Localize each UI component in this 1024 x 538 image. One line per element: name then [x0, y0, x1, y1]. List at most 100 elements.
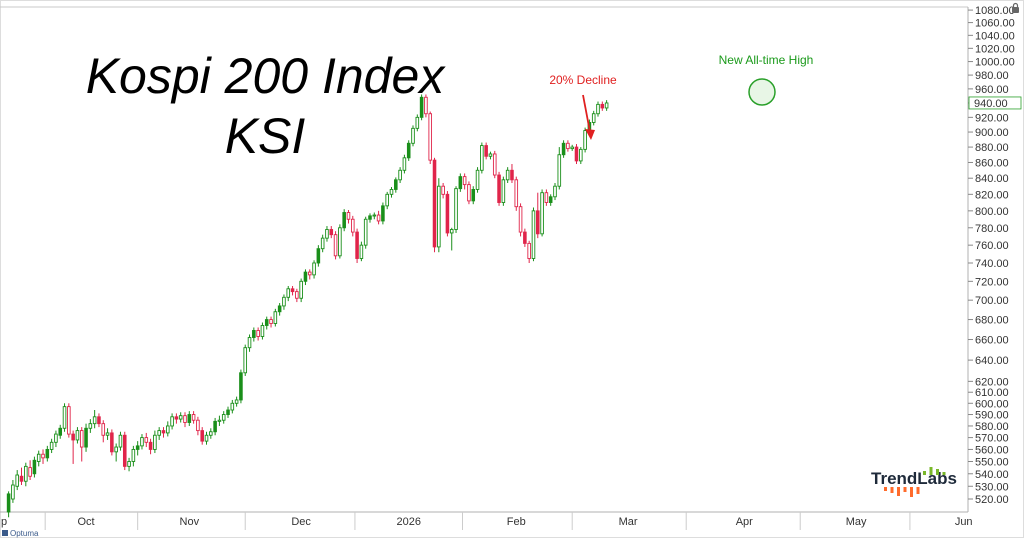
- candle: [256, 327, 260, 341]
- y-tick-label: 620.00: [975, 376, 1009, 388]
- candle-body: [256, 330, 260, 337]
- brand-bar: [903, 487, 907, 492]
- candle-body: [178, 415, 183, 420]
- candle: [153, 430, 157, 454]
- candle-body: [359, 244, 364, 259]
- y-tick-label: 880.00: [975, 142, 1009, 154]
- candle: [286, 285, 291, 302]
- candle-body: [264, 319, 269, 326]
- candle: [140, 434, 144, 450]
- candle-body: [518, 206, 523, 233]
- candle: [239, 369, 243, 404]
- candle-body: [604, 102, 609, 109]
- candle-body: [514, 179, 519, 208]
- candle-body: [79, 430, 84, 448]
- candle: [320, 234, 325, 253]
- candle-body: [316, 248, 321, 264]
- y-tick-label: 550.00: [975, 456, 1009, 468]
- y-tick-label: 1080.00: [975, 5, 1015, 17]
- y-tick-label: 820.00: [975, 189, 1009, 201]
- candle: [458, 173, 463, 192]
- y-tick-label: 1000.00: [975, 57, 1015, 69]
- candle: [166, 421, 170, 437]
- candle-body: [428, 113, 433, 161]
- y-tick-label: 980.00: [975, 70, 1009, 82]
- candle: [269, 316, 273, 328]
- decline-annotation: 20% Decline: [549, 73, 617, 87]
- last-price-marker: [968, 96, 1022, 110]
- candle-body: [484, 145, 488, 157]
- candle-body: [204, 434, 209, 442]
- brand-name: TrendLabs: [871, 469, 957, 488]
- candle-body: [174, 416, 179, 420]
- candle-body: [557, 154, 562, 187]
- candle: [419, 94, 424, 121]
- candle: [338, 224, 342, 259]
- candle: [187, 411, 192, 426]
- candle: [221, 411, 226, 424]
- candle-body: [307, 271, 312, 276]
- candle-body: [213, 420, 217, 433]
- candle: [290, 285, 295, 296]
- candle-body: [531, 210, 536, 259]
- candle-body: [97, 416, 101, 425]
- candle-body: [437, 185, 441, 248]
- candle-body: [441, 185, 445, 195]
- candle-body: [252, 330, 256, 338]
- candle-body: [234, 399, 239, 404]
- candle-body: [286, 288, 291, 298]
- candle-body: [11, 484, 15, 500]
- candle: [480, 142, 484, 174]
- candle: [544, 189, 549, 206]
- candle-body: [419, 96, 424, 118]
- candle: [570, 144, 574, 151]
- y-tick-label: 1040.00: [975, 30, 1015, 42]
- lock-icon[interactable]: [1012, 2, 1019, 14]
- candle: [209, 428, 213, 439]
- candle: [247, 334, 252, 352]
- candle-body: [596, 103, 600, 115]
- candle-body: [548, 196, 553, 203]
- candle-body: [462, 176, 467, 186]
- y-tick-label: 760.00: [975, 240, 1009, 252]
- candle: [389, 187, 394, 198]
- y-tick-label: 720.00: [975, 276, 1009, 288]
- candle: [441, 182, 445, 199]
- candle-body: [84, 427, 88, 448]
- candle-body: [217, 419, 222, 422]
- candle-body: [45, 448, 50, 459]
- candle: [11, 479, 15, 503]
- candle-body: [24, 465, 28, 482]
- candle-body: [170, 416, 174, 427]
- candle-body: [299, 280, 303, 299]
- candle-body: [381, 205, 385, 222]
- candle: [252, 327, 256, 342]
- candle-body: [363, 218, 368, 246]
- candle-body: [19, 475, 24, 482]
- brand-bar: [942, 472, 946, 475]
- candle-body: [148, 441, 153, 450]
- candle-body: [501, 179, 506, 203]
- candle-body: [329, 229, 334, 236]
- candle: [260, 322, 265, 340]
- candle: [204, 431, 209, 445]
- y-tick-label: 1060.00: [975, 18, 1015, 30]
- candle: [363, 216, 368, 249]
- candle: [372, 212, 377, 220]
- candle: [424, 94, 428, 118]
- candle: [566, 140, 570, 152]
- candle: [484, 142, 488, 160]
- candle: [75, 427, 80, 444]
- candle: [454, 186, 458, 233]
- candle-body: [303, 271, 308, 282]
- candle: [97, 413, 101, 428]
- brand-logo: TrendLabs: [871, 467, 957, 497]
- candle-body: [15, 474, 19, 487]
- y-tick-label: 610.00: [975, 387, 1009, 399]
- x-tick-label: May: [846, 516, 867, 528]
- candle-body: [6, 493, 11, 513]
- y-tick-label: 590.00: [975, 410, 1009, 422]
- candle: [24, 462, 28, 487]
- candle: [54, 430, 58, 448]
